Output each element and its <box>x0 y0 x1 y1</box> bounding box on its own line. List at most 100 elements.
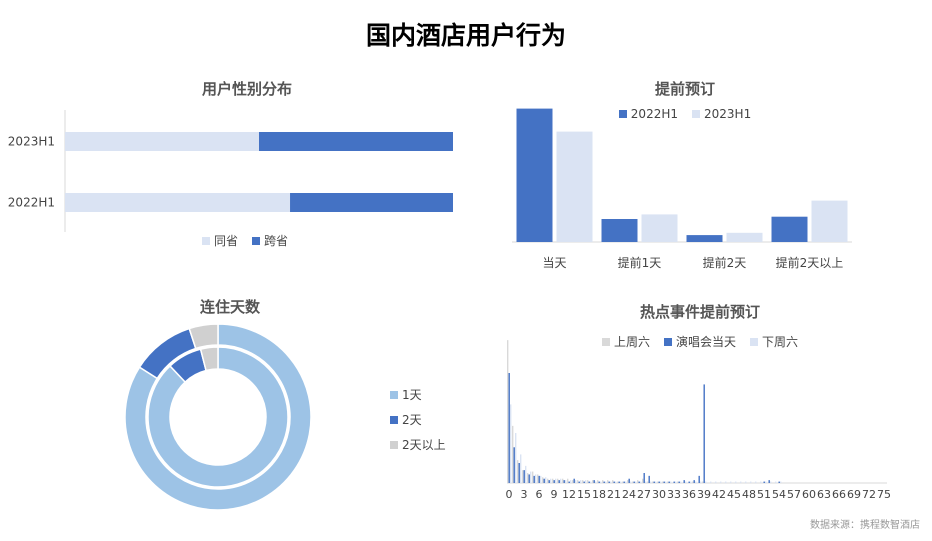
hotspot-bar-next-sat-18 <box>600 481 602 483</box>
hotspot-bar-next-sat-2 <box>520 454 522 483</box>
hotspot-tick-label: 24 <box>622 488 636 501</box>
hotspot-bar-next-sat-15 <box>585 480 587 483</box>
hotspot-bar-next-sat-24 <box>630 481 632 483</box>
stay-ring1-slice-1天 <box>147 346 289 488</box>
hotspot-legend-label: 上周六 <box>613 335 650 349</box>
advance-category-label: 提前2天 <box>703 255 747 270</box>
hotspot-tick-label: 3 <box>521 488 528 501</box>
page-title: 国内酒店用户行为 <box>365 21 566 50</box>
hotspot-bar-last-sat-37 <box>692 481 694 483</box>
hotspot-tick-label: 33 <box>667 488 681 501</box>
advance-legend-label: 2023H1 <box>704 107 752 121</box>
hotspot-bar-concert-37 <box>693 480 695 483</box>
hotspot-bar-next-sat-4 <box>530 471 532 483</box>
hotspot-tick-label: 75 <box>877 488 891 501</box>
hotspot-bar-next-sat-28 <box>650 481 652 483</box>
hotspot-bar-next-sat-29 <box>655 481 657 483</box>
hotspot-bar-last-sat-22 <box>617 481 619 483</box>
hotspot-tick-label: 66 <box>832 488 846 501</box>
hotspot-bar-next-sat-46 <box>740 481 742 483</box>
hotspot-bar-next-sat-10 <box>560 478 562 483</box>
hotspot-bar-last-sat-4 <box>527 473 529 483</box>
hotspot-bar-next-sat-3 <box>525 465 527 483</box>
hotspot-tick-label: 15 <box>577 488 591 501</box>
hotspot-bar-concert-10 <box>558 480 560 483</box>
hotspot-bar-last-sat-24 <box>627 480 629 483</box>
hotspot-bar-last-sat-5 <box>532 471 534 483</box>
hotspot-bar-next-sat-39 <box>705 481 707 483</box>
hotspot-bar-concert-38 <box>698 475 700 483</box>
gender-chart-svg: 2023H1 2022H1 <box>8 110 453 232</box>
gender-category-label: 2022H1 <box>8 196 55 210</box>
hotspot-tick-label: 30 <box>652 488 666 501</box>
gender-bar-cross-2022H1 <box>290 193 453 212</box>
hotspot-bar-concert-32 <box>668 481 670 483</box>
hotspot-bar-next-sat-34 <box>680 481 682 483</box>
hotspot-bar-concert-0 <box>508 373 510 483</box>
hotspot-legend-item-next-sat: 下周六 <box>750 333 798 350</box>
hotspot-legend-swatch-light <box>750 337 758 346</box>
advance-legend-swatch-dark <box>618 110 627 118</box>
hotspot-bar-concert-16 <box>588 481 590 483</box>
hotspot-tick-label: 54 <box>772 488 786 501</box>
hotspot-tick-label: 12 <box>562 488 576 501</box>
hotspot-bar-last-sat-8 <box>547 478 549 483</box>
hotspot-bar-next-sat-20 <box>610 481 612 483</box>
hotspot-bar-concert-27 <box>643 473 645 483</box>
stay-legend-item-1day: 1天 <box>390 386 446 403</box>
hotspot-bar-concert-30 <box>658 481 660 483</box>
hotspot-bar-last-sat-18 <box>597 480 599 483</box>
hotspot-tick-label: 48 <box>742 488 756 501</box>
hotspot-bar-concert-52 <box>768 480 770 483</box>
hotspot-bar-next-sat-5 <box>535 474 537 483</box>
hotspot-bar-concert-33 <box>673 481 675 483</box>
gender-legend: 同省 跨省 <box>0 232 480 249</box>
hotspot-bar-last-sat-30 <box>657 481 659 483</box>
hotspot-bar-concert-23 <box>623 481 625 483</box>
hotspot-bar-next-sat-32 <box>670 481 672 483</box>
hotspot-bar-last-sat-16 <box>587 480 589 483</box>
stay-chart-title: 连住天数 <box>199 298 260 316</box>
advance-category-label: 当天 <box>542 256 566 270</box>
hotspot-bar-last-sat-23 <box>622 481 624 483</box>
hotspot-bar-concert-28 <box>648 475 650 483</box>
stay-legend-swatch-dark <box>390 415 398 424</box>
hotspot-bar-concert-31 <box>663 481 665 483</box>
hotspot-chart-svg: 0 3 6 9 12 15 18 21 24 27 30 33 36 39 42 45 48 51 54 57 60 63… <box>506 340 891 501</box>
hotspot-bar-next-sat-9 <box>555 478 557 483</box>
stay-legend-label: 2天 <box>402 413 422 427</box>
hotspot-bar-concert-35 <box>683 480 685 483</box>
gender-chart-panel: 用户性别分布 2023H1 2022H1 同省 跨省 <box>0 72 470 257</box>
hotspot-bar-last-sat-0 <box>507 340 509 483</box>
hotspot-bar-next-sat-31 <box>665 481 667 483</box>
hotspot-legend-swatch-gray <box>601 337 610 346</box>
hotspot-bar-last-sat-9 <box>552 478 554 483</box>
hotspot-bar-next-sat-19 <box>605 481 607 483</box>
hotspot-bar-next-sat-27 <box>645 481 647 483</box>
hotspot-tick-label: 57 <box>787 488 801 501</box>
stay-ring1-slice-2天以上 <box>199 346 219 372</box>
hotspot-bar-last-sat-32 <box>667 481 669 483</box>
hotspot-bar-next-sat-47 <box>745 481 747 483</box>
advance-bar-2022H1-提前2天 <box>686 235 723 242</box>
hotspot-legend-item-concert: 演唱会当天 <box>663 333 736 350</box>
hotspot-bar-next-sat-40 <box>710 481 712 483</box>
hotspot-bar-next-sat-26 <box>640 481 642 483</box>
hotspot-tick-label: 45 <box>727 488 741 501</box>
hotspot-bar-next-sat-6 <box>540 475 542 483</box>
hotspot-bar-last-sat-29 <box>652 481 654 483</box>
hotspot-tick-label: 18 <box>592 488 606 501</box>
advance-bar-2022H1-提前2天以上 <box>771 216 808 242</box>
advance-bar-2023H1-提前2天以上 <box>811 200 848 242</box>
hotspot-bar-next-sat-21 <box>615 481 617 483</box>
hotspot-bar-last-sat-3 <box>522 470 524 483</box>
hotspot-bar-last-sat-21 <box>612 480 614 483</box>
hotspot-bar-next-sat-14 <box>580 480 582 483</box>
gender-bar-same-2022H1 <box>65 193 291 212</box>
hotspot-bar-last-sat-34 <box>677 481 679 483</box>
stay-legend: 1天 2天 2天以上 <box>390 386 446 461</box>
hotspot-bar-next-sat-43 <box>725 481 727 483</box>
advance-bar-2023H1-提前1天 <box>641 214 678 242</box>
hotspot-bar-last-sat-39 <box>702 481 704 483</box>
hotspot-bar-last-sat-14 <box>577 480 579 483</box>
